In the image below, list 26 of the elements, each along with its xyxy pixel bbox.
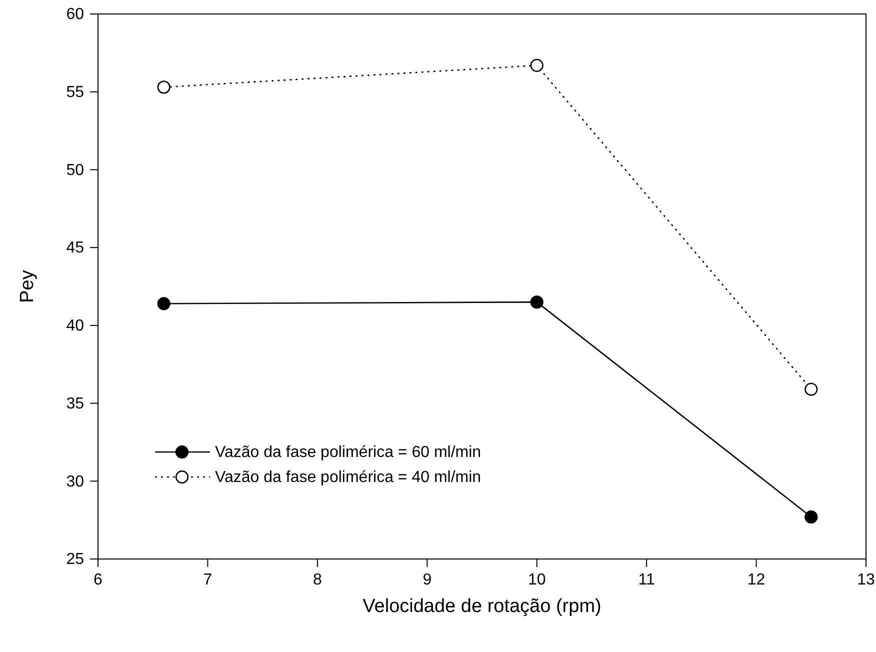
y-axis-title: Pey: [17, 270, 38, 303]
y-tick-label: 35: [66, 395, 84, 412]
y-tick-label: 60: [66, 6, 84, 24]
x-tick-label: 7: [203, 571, 212, 588]
point: [157, 297, 170, 310]
x-tick-label: 13: [857, 571, 875, 588]
y-tick-label: 45: [66, 240, 84, 257]
x-axis-title: Velocidade de rotação (rpm): [362, 596, 602, 617]
point: [530, 58, 544, 72]
y-tick-label: 55: [66, 84, 84, 101]
y-tick-label: 30: [66, 473, 84, 490]
y-tick-label: 50: [66, 162, 84, 179]
point: [804, 382, 818, 396]
point: [157, 80, 170, 94]
y-tick-label: 40: [66, 318, 84, 335]
point: [804, 510, 818, 524]
point: [530, 296, 544, 309]
legend-label: Vazão da fase polimérica = 40 ml/min: [215, 469, 482, 486]
legend-label: Vazão da fase polimérica = 60 ml/min: [215, 444, 482, 461]
y-tick-label: 25: [66, 551, 84, 568]
x-tick-label: 11: [638, 571, 655, 588]
x-tick-label: 6: [94, 571, 103, 588]
x-tick-label: 10: [528, 571, 546, 588]
x-tick-label: 8: [312, 571, 322, 588]
x-tick-label: 9: [422, 571, 432, 588]
x-tick-label: 12: [747, 571, 766, 588]
